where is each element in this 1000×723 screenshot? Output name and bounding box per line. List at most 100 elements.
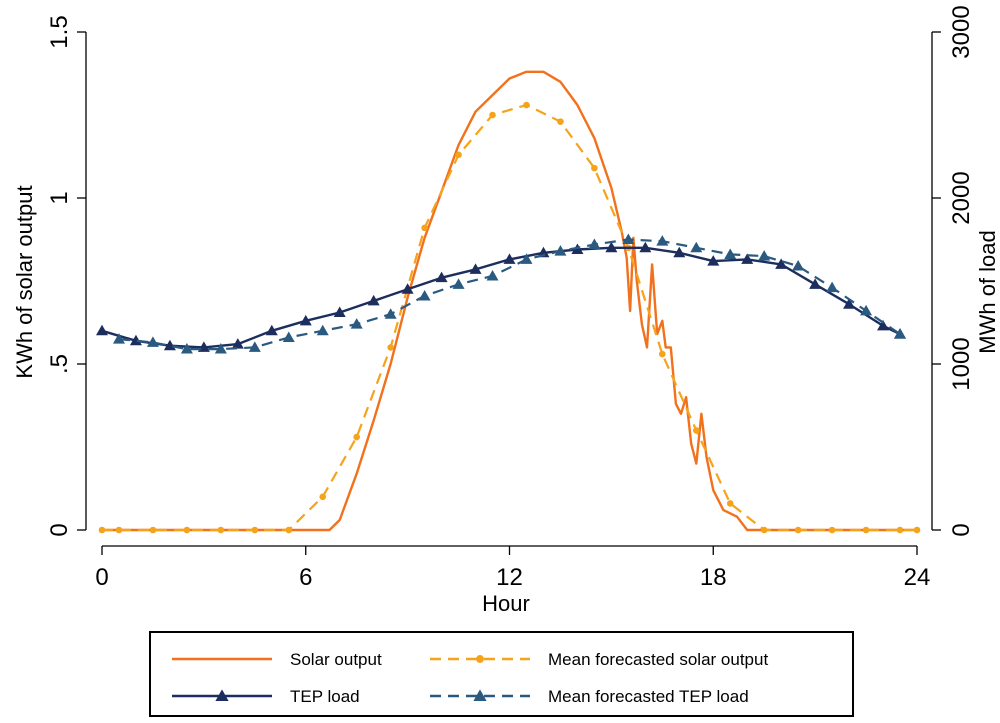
data-point (96, 324, 108, 336)
data-point (489, 111, 496, 119)
legend-item: Mean forecasted solar output (430, 650, 768, 669)
legend-label: Solar output (290, 650, 382, 669)
data-point (486, 270, 499, 281)
data-point (146, 336, 159, 347)
y-axis-title-left: KWh of solar output (12, 185, 37, 378)
data-point (248, 341, 261, 352)
data-point (333, 306, 346, 318)
legend-label: Mean forecasted solar output (548, 650, 768, 669)
data-point (149, 526, 157, 534)
y-tick-label-right: 2000 (948, 171, 975, 224)
x-axis-title: Hour (482, 591, 530, 616)
legend-marker (215, 689, 229, 701)
y-tick-label-left: .5 (46, 354, 73, 374)
data-point (353, 433, 360, 441)
data-point (605, 241, 618, 253)
data-point (401, 283, 414, 294)
data-point (896, 526, 904, 534)
data-point (367, 294, 380, 306)
data-point (894, 328, 907, 339)
data-point (163, 339, 176, 351)
data-point (673, 246, 686, 258)
legend-item: Mean forecasted TEP load (430, 687, 749, 706)
data-point (692, 427, 700, 434)
data-point (726, 500, 734, 507)
data-point (622, 233, 635, 244)
data-point (520, 253, 533, 264)
data-point (758, 250, 771, 261)
data-point (557, 118, 564, 125)
data-point (913, 526, 921, 534)
data-point (285, 526, 293, 534)
data-point (707, 255, 720, 266)
data-point (265, 324, 278, 336)
legend: Solar output Mean forecasted solar output… (149, 631, 854, 717)
data-point (350, 318, 363, 329)
y-tick-label-left: 0 (46, 523, 73, 536)
data-point (387, 344, 394, 351)
legend-item: Solar output (172, 650, 382, 669)
x-tick-label: 18 (700, 564, 727, 591)
data-point (554, 245, 567, 256)
x-tick-label: 0 (95, 564, 108, 591)
series-1 (98, 101, 921, 534)
data-point (129, 334, 142, 346)
data-point (319, 493, 327, 501)
data-point (794, 526, 802, 534)
data-point (112, 333, 125, 344)
data-point (860, 304, 873, 316)
series-2 (96, 241, 907, 352)
y-axis-title-right: MWh of load (975, 230, 1000, 354)
data-point (98, 526, 106, 534)
data-point (809, 278, 822, 289)
series-line (102, 70, 917, 532)
data-point (659, 350, 666, 358)
series-3 (112, 233, 907, 354)
data-point (843, 298, 856, 309)
x-tick-label: 24 (904, 564, 931, 591)
plot-area (96, 70, 921, 534)
legend-marker (476, 655, 484, 663)
data-point (251, 526, 259, 534)
y-tick-label-right: 3000 (948, 5, 975, 58)
data-point (523, 101, 530, 109)
y-tick-label-right: 1000 (948, 337, 975, 390)
data-point (435, 271, 448, 283)
data-point (299, 314, 312, 326)
data-point (639, 241, 652, 253)
legend-label: Mean forecasted TEP load (548, 687, 749, 706)
x-tick-label: 6 (299, 564, 312, 591)
data-point (537, 246, 550, 258)
data-point (690, 241, 703, 253)
data-point (826, 281, 839, 293)
data-point (180, 343, 193, 354)
series-line (102, 103, 917, 532)
data-point (775, 258, 788, 269)
data-point (862, 526, 870, 534)
data-point (760, 526, 768, 534)
axes: 0 6 12 18 24 0 .5 1 1.5 0 1000 2000 3000 (46, 5, 975, 591)
data-point (214, 343, 227, 354)
y-tick-label-left: 1 (46, 191, 73, 204)
data-point (469, 263, 482, 274)
legend-box (149, 631, 854, 717)
data-point (877, 319, 890, 331)
data-point (282, 331, 295, 342)
data-point (384, 308, 397, 319)
data-point (591, 164, 598, 172)
data-point (503, 253, 516, 264)
x-tick-label: 12 (496, 564, 523, 591)
series-line (118, 238, 901, 351)
data-point (217, 526, 225, 534)
data-point (828, 526, 836, 534)
data-point (452, 278, 465, 289)
data-point (724, 248, 737, 259)
data-point (231, 338, 244, 349)
data-point (741, 253, 754, 264)
legend-marker (473, 689, 487, 701)
data-point (316, 324, 329, 336)
data-point (455, 151, 462, 159)
legend-item: TEP load (172, 687, 360, 706)
data-point (421, 224, 428, 232)
data-point (588, 238, 601, 249)
